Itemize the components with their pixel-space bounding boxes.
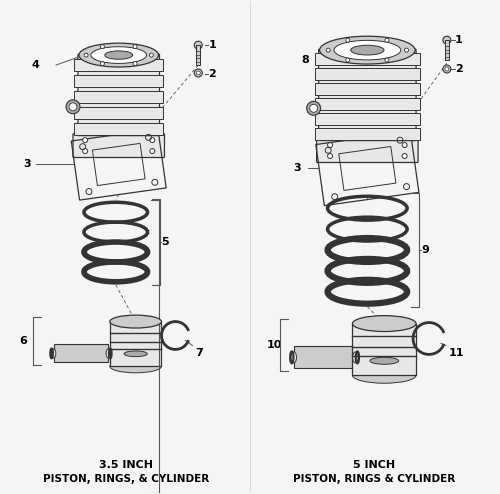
Bar [314, 68, 420, 80]
Ellipse shape [370, 357, 398, 364]
FancyBboxPatch shape [318, 49, 416, 141]
Ellipse shape [352, 316, 416, 331]
Circle shape [328, 154, 332, 159]
Text: 6: 6 [20, 336, 27, 346]
Circle shape [385, 58, 389, 62]
Text: PISTON, RINGS & CYLINDER: PISTON, RINGS & CYLINDER [293, 474, 456, 484]
Bar [74, 107, 164, 119]
FancyBboxPatch shape [73, 134, 164, 158]
Circle shape [133, 44, 137, 48]
Circle shape [385, 38, 389, 42]
Circle shape [66, 100, 80, 114]
Circle shape [328, 143, 332, 148]
Circle shape [84, 53, 88, 57]
Ellipse shape [91, 47, 146, 63]
Circle shape [194, 69, 202, 77]
Text: 7: 7 [196, 348, 203, 359]
Ellipse shape [320, 36, 415, 64]
Ellipse shape [110, 315, 162, 328]
Bar [314, 98, 420, 110]
Text: 10: 10 [267, 340, 282, 350]
Bar [110, 322, 162, 367]
Text: 3: 3 [294, 164, 302, 173]
Text: 11: 11 [449, 348, 464, 359]
Circle shape [326, 48, 330, 52]
Circle shape [445, 67, 449, 71]
Ellipse shape [124, 351, 148, 357]
FancyBboxPatch shape [78, 54, 160, 136]
Ellipse shape [291, 352, 296, 363]
Circle shape [443, 65, 451, 73]
Bar [74, 75, 164, 87]
FancyBboxPatch shape [316, 139, 418, 163]
Text: 3: 3 [24, 160, 31, 169]
Bar [314, 127, 420, 140]
Circle shape [306, 101, 320, 115]
Ellipse shape [352, 368, 416, 383]
Text: 1: 1 [455, 35, 462, 45]
Bar [294, 346, 356, 369]
Ellipse shape [110, 360, 162, 373]
Circle shape [150, 138, 155, 143]
Circle shape [100, 44, 104, 48]
Circle shape [404, 48, 408, 52]
Circle shape [346, 38, 350, 42]
Circle shape [82, 149, 87, 154]
Bar [74, 123, 164, 135]
Bar [314, 83, 420, 95]
Circle shape [196, 71, 200, 75]
Circle shape [100, 62, 104, 66]
Ellipse shape [52, 349, 56, 358]
Text: 2: 2 [455, 64, 462, 74]
Bar [445, 40, 449, 60]
Circle shape [133, 62, 137, 66]
Circle shape [150, 53, 154, 57]
Ellipse shape [105, 51, 132, 59]
Text: 9: 9 [421, 245, 429, 255]
Circle shape [402, 154, 407, 159]
Text: PISTON, RINGS, & CYLINDER: PISTON, RINGS, & CYLINDER [42, 474, 209, 484]
Bar [74, 91, 164, 103]
Circle shape [82, 138, 87, 143]
Bar [314, 113, 420, 124]
Circle shape [346, 58, 350, 62]
Circle shape [69, 103, 77, 111]
Ellipse shape [350, 45, 384, 55]
Ellipse shape [334, 41, 401, 60]
Text: 1: 1 [208, 40, 216, 50]
Circle shape [443, 36, 451, 44]
Circle shape [194, 41, 202, 49]
Circle shape [310, 104, 318, 112]
Text: 5: 5 [162, 237, 169, 247]
Ellipse shape [79, 43, 158, 67]
Bar [352, 324, 416, 375]
Text: 8: 8 [302, 55, 310, 65]
Bar [54, 344, 108, 362]
Ellipse shape [106, 349, 110, 358]
Text: 5 INCH: 5 INCH [353, 460, 396, 470]
Circle shape [402, 143, 407, 148]
Text: 2: 2 [208, 69, 216, 79]
Bar [74, 59, 164, 71]
Circle shape [150, 149, 155, 154]
Text: 3.5 INCH: 3.5 INCH [98, 460, 152, 470]
Text: 4: 4 [31, 60, 39, 70]
Bar [314, 53, 420, 65]
Ellipse shape [352, 352, 358, 363]
Bar [196, 45, 200, 65]
